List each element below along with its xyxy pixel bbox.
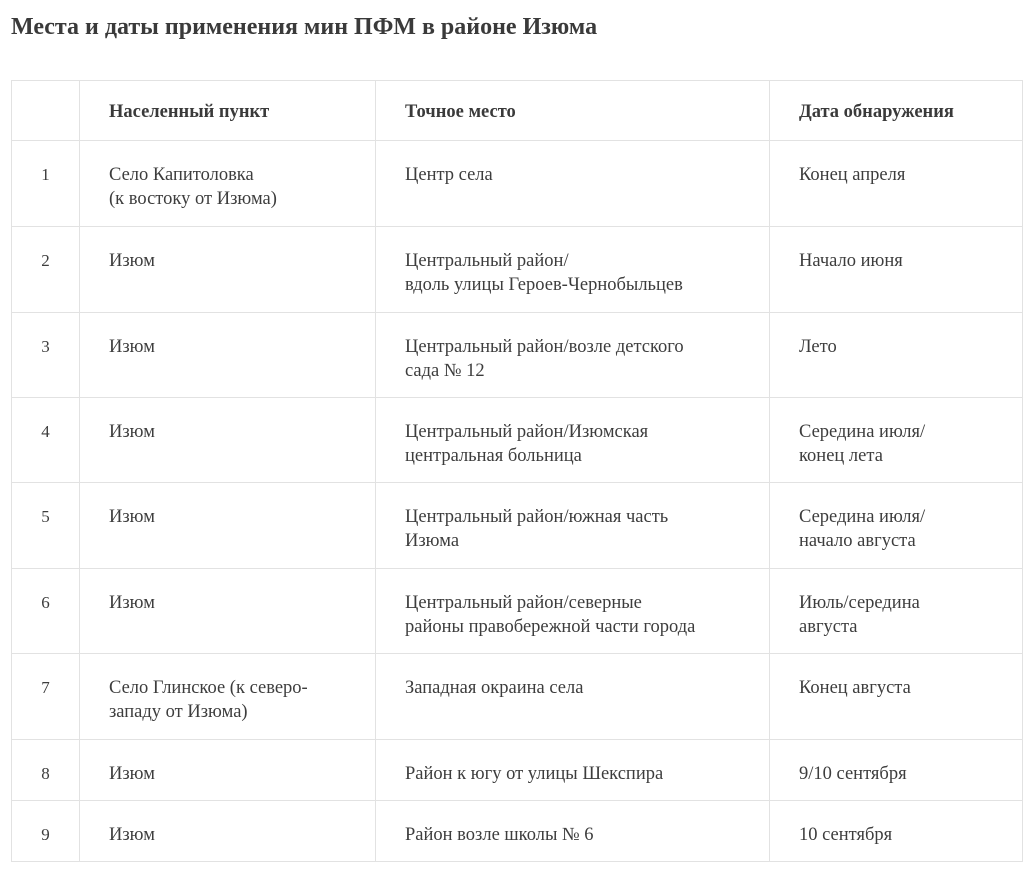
table-row: 8 Изюм Район к югу от улицы Шекспира 9/10 с…: [11, 739, 1023, 801]
date-cell: Середина июля/начало августа: [769, 482, 1023, 569]
cell-line: Конец апреля: [799, 165, 906, 185]
date-cell: Лето: [769, 312, 1023, 398]
cell-line: конец лета: [799, 446, 883, 466]
cell-line: 10 сентября: [799, 825, 893, 845]
row-number: 1: [11, 140, 80, 227]
row-number: 7: [11, 653, 80, 740]
exact-place-cell: Центральный район/южная часть Изюма: [375, 482, 770, 569]
cell-line: Село Глинское (к северо-: [109, 678, 308, 698]
cell-line: вдоль улицы Героев-Чернобыльцев: [405, 275, 683, 295]
exact-place-cell: Район к югу от улицы Шекспира: [375, 739, 770, 801]
cell-line: Июль/середина: [799, 593, 920, 613]
settlement-cell: Изюм: [79, 226, 376, 313]
cell-line: Западная окраина села: [405, 678, 584, 698]
header-settlement: Населенный пункт: [79, 80, 376, 141]
cell-line: Изюм: [109, 593, 155, 613]
table-row: 9 Изюм Район возле школы № 6 10 сентября: [11, 800, 1023, 862]
exact-place-cell: Центральный район/Изюмская центральная бо…: [375, 397, 770, 483]
cell-line: 9/10 сентября: [799, 764, 907, 784]
cell-line: Конец августа: [799, 678, 911, 698]
date-cell: Конец августа: [769, 653, 1023, 740]
page-title: Места и даты применения мин ПФМ в районе…: [11, 14, 598, 40]
table-row: 1 Село Капитоловка (к востоку от Изюма) Цен…: [11, 140, 1023, 227]
date-cell: Середина июля/конец лета: [769, 397, 1023, 483]
row-number: 4: [11, 397, 80, 483]
cell-line: Центральный район/северные: [405, 593, 642, 613]
cell-line: районы правобережной части города: [405, 617, 696, 637]
cell-line: сада № 12: [405, 361, 485, 381]
date-cell: Конец апреля: [769, 140, 1023, 227]
cell-line: Изюм: [109, 825, 155, 845]
settlement-cell: Изюм: [79, 568, 376, 654]
exact-place-cell: Западная окраина села: [375, 653, 770, 740]
table-row: 3 Изюм Центральный район/возле детского сад…: [11, 312, 1023, 398]
cell-line: Лето: [799, 337, 837, 357]
exact-place-cell: Центр села: [375, 140, 770, 227]
cell-line: августа: [799, 617, 858, 637]
cell-line: Центральный район/Изюмская: [405, 422, 649, 442]
mines-table: Населенный пункт Точное место Дата обнар…: [11, 80, 1023, 862]
cell-line: Середина июля/: [799, 422, 926, 442]
settlement-cell: Село Капитоловка (к востоку от Изюма): [79, 140, 376, 227]
row-number: 9: [11, 800, 80, 862]
cell-line: Изюм: [109, 507, 155, 527]
date-cell: 10 сентября: [769, 800, 1023, 862]
row-number: 3: [11, 312, 80, 398]
settlement-cell: Село Глинское (к северо-западу от Изюма): [79, 653, 376, 740]
cell-line: (к востоку от Изюма): [109, 189, 277, 209]
cell-line: Район возле школы № 6: [405, 825, 594, 845]
header-exact-place: Точное место: [375, 80, 770, 141]
cell-line: Район к югу от улицы Шекспира: [405, 764, 664, 784]
exact-place-cell: Центральный район/возле детского сада № 1…: [375, 312, 770, 398]
cell-line: Центральный район/: [405, 251, 569, 271]
cell-line: Изюма: [405, 531, 460, 551]
cell-line: Село Капитоловка: [109, 165, 254, 185]
cell-line: Центр села: [405, 165, 493, 185]
table-row: 2 Изюм Центральный район/вдоль улицы Герое…: [11, 226, 1023, 313]
cell-line: Изюм: [109, 422, 155, 442]
settlement-cell: Изюм: [79, 397, 376, 483]
settlement-cell: Изюм: [79, 800, 376, 862]
table-row: 4 Изюм Центральный район/Изюмская центральн…: [11, 397, 1023, 483]
cell-line: западу от Изюма): [109, 702, 248, 722]
cell-line: Середина июля/: [799, 507, 926, 527]
cell-line: Изюм: [109, 251, 155, 271]
exact-place-cell: Район возле школы № 6: [375, 800, 770, 862]
date-cell: Июль/середина августа: [769, 568, 1023, 654]
exact-place-cell: Центральный район/вдоль улицы Героев-Чер…: [375, 226, 770, 313]
header-number: [11, 80, 80, 141]
cell-line: начало августа: [799, 531, 916, 551]
exact-place-cell: Центральный район/северные районы правобе…: [375, 568, 770, 654]
cell-line: центральная больница: [405, 446, 582, 466]
table-header-row: Населенный пункт Точное место Дата обнар…: [11, 80, 1023, 141]
row-number: 6: [11, 568, 80, 654]
header-date: Дата обнаружения: [769, 80, 1023, 141]
table-row: 6 Изюм Центральный район/северные районы пр…: [11, 568, 1023, 654]
date-cell: 9/10 сентября: [769, 739, 1023, 801]
settlement-cell: Изюм: [79, 482, 376, 569]
cell-line: Центральный район/возле детского: [405, 337, 684, 357]
table-row: 7 Село Глинское (к северо-западу от Изюма…: [11, 653, 1023, 740]
settlement-cell: Изюм: [79, 312, 376, 398]
date-cell: Начало июня: [769, 226, 1023, 313]
table-row: 5 Изюм Центральный район/южная часть Изюма С…: [11, 482, 1023, 569]
settlement-cell: Изюм: [79, 739, 376, 801]
row-number: 8: [11, 739, 80, 801]
cell-line: Изюм: [109, 337, 155, 357]
cell-line: Центральный район/южная часть: [405, 507, 669, 527]
row-number: 2: [11, 226, 80, 313]
cell-line: Изюм: [109, 764, 155, 784]
row-number: 5: [11, 482, 80, 569]
cell-line: Начало июня: [799, 251, 903, 271]
